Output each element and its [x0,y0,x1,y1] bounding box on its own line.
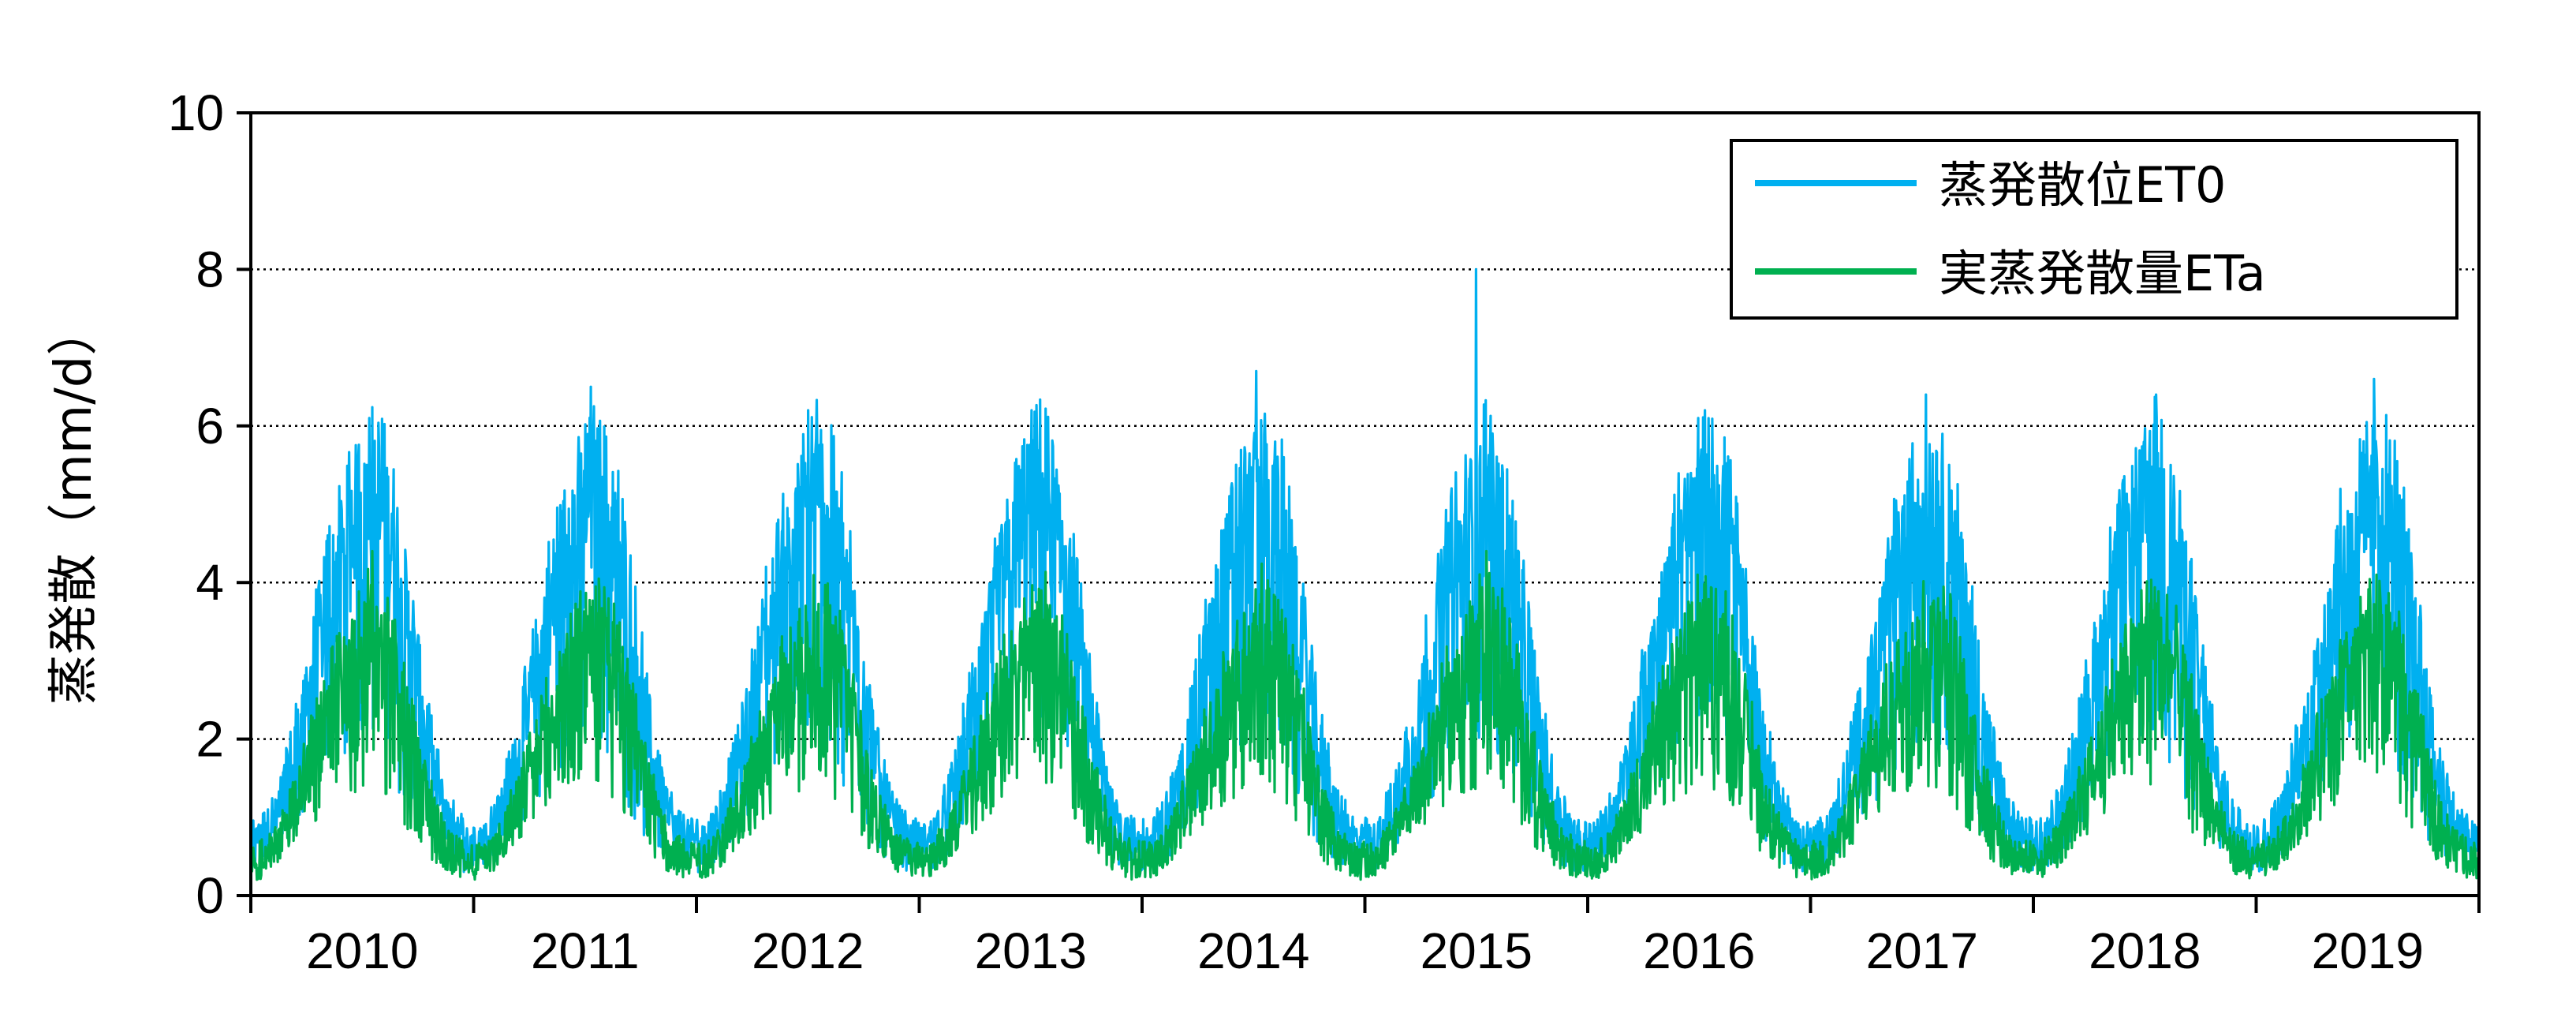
legend-box [1730,139,2458,320]
x-tick-label: 2018 [2089,922,2201,979]
y-tick-label: 4 [196,554,224,611]
x-tick-label: 2015 [1421,922,1533,979]
x-tick-label: 2012 [752,922,864,979]
x-tick-label: 2014 [1197,922,1309,979]
series-eta [249,549,2480,881]
y-tick-label: 8 [196,241,224,297]
y-tick-label: 10 [168,84,224,141]
legend: 蒸発散位ET0 実蒸発散量ETa [1730,139,2458,320]
y-axis-title: 蒸発散（mm/d） [45,305,103,705]
x-tick-label: 2017 [1866,922,1978,979]
y-axis: 0 2 4 6 8 10 [168,84,251,924]
legend-label-et0: 蒸発散位ET0 [1939,156,2227,214]
x-tick-label: 2016 [1643,922,1755,979]
y-tick-label: 0 [196,867,224,924]
legend-label-eta: 実蒸発散量ETa [1939,245,2266,302]
series-line [249,549,2480,881]
y-tick-label: 6 [196,398,224,455]
x-tick-label: 2011 [531,922,640,979]
x-tick-label: 2013 [975,922,1087,979]
x-axis: 2010 2011 2012 2013 2014 2015 2016 2017 2018 2019 [249,896,2481,979]
x-tick-label: 2019 [2312,922,2424,979]
y-tick-label: 2 [196,711,224,768]
series-line [249,267,2480,873]
series-et0 [249,267,2480,873]
x-tick-label: 2010 [306,922,418,979]
